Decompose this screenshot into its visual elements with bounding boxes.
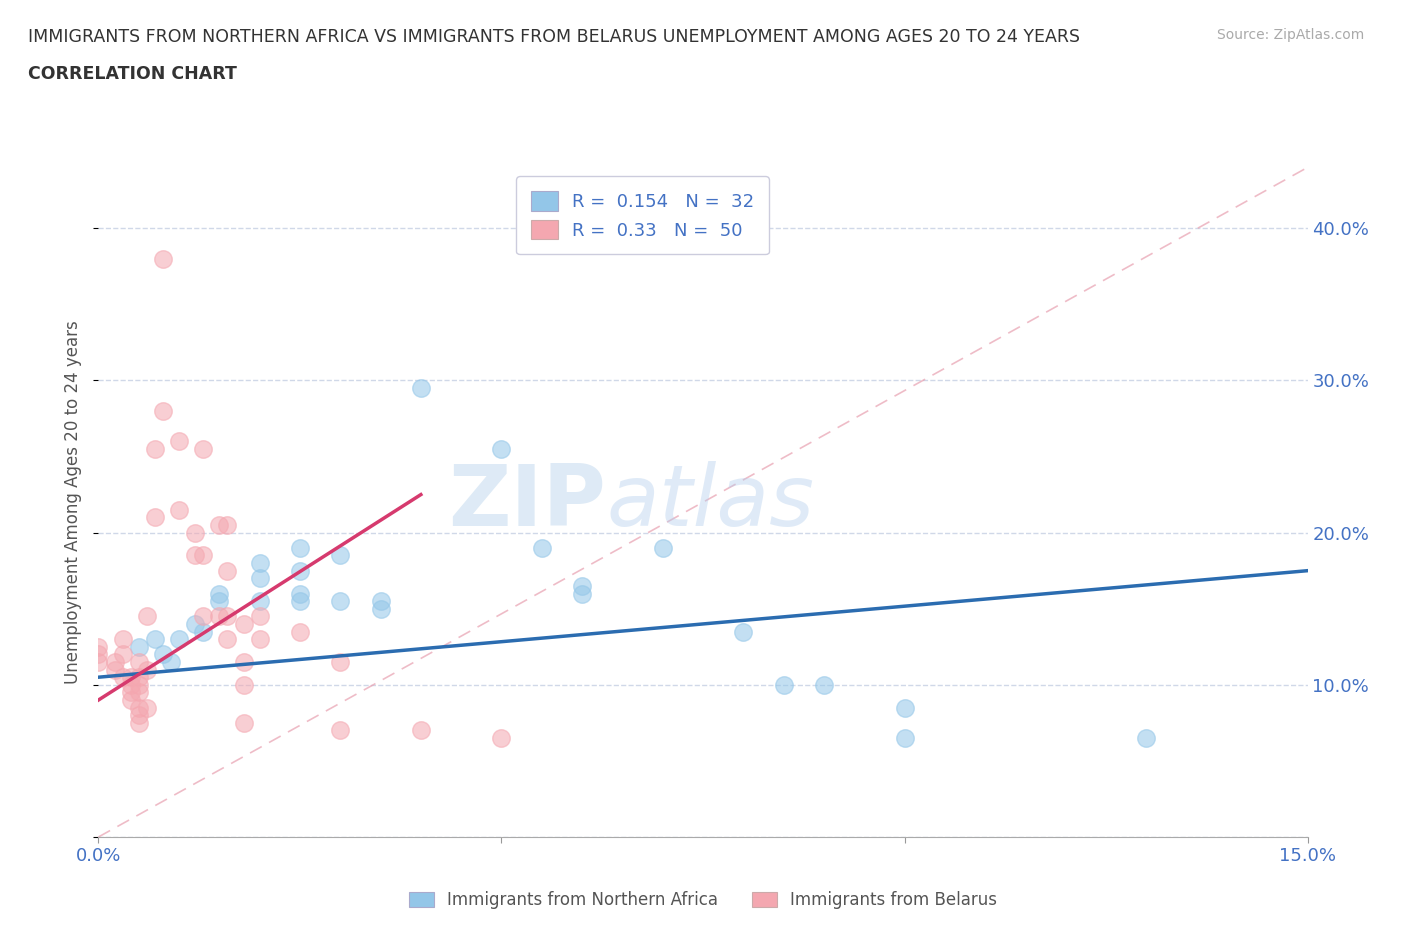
Point <box>370 602 392 617</box>
Point <box>120 685 142 700</box>
Point <box>135 609 157 624</box>
Point <box>329 548 352 563</box>
Point <box>893 700 915 715</box>
Point <box>208 518 231 533</box>
Point <box>87 647 110 662</box>
Point <box>733 624 755 639</box>
Point <box>329 655 352 670</box>
Point <box>409 380 432 395</box>
Point <box>491 442 513 457</box>
Point <box>232 677 254 692</box>
Point <box>288 586 311 601</box>
Point <box>87 639 110 654</box>
Point <box>893 731 915 746</box>
Point <box>111 647 134 662</box>
Point <box>128 685 150 700</box>
Point <box>167 502 190 517</box>
Point <box>128 670 150 684</box>
Point <box>193 442 215 457</box>
Point <box>184 617 207 631</box>
Point <box>135 700 157 715</box>
Point <box>120 670 142 684</box>
Point <box>167 631 190 646</box>
Point <box>217 564 239 578</box>
Point <box>249 555 271 570</box>
Point <box>128 708 150 723</box>
Point <box>813 677 835 692</box>
Point <box>128 677 150 692</box>
Point <box>193 624 215 639</box>
Point <box>152 404 174 418</box>
Point <box>193 548 215 563</box>
Point <box>160 655 183 670</box>
Point <box>208 586 231 601</box>
Point <box>128 700 150 715</box>
Y-axis label: Unemployment Among Ages 20 to 24 years: Unemployment Among Ages 20 to 24 years <box>65 320 83 684</box>
Text: CORRELATION CHART: CORRELATION CHART <box>28 65 238 83</box>
Point <box>103 662 125 677</box>
Point <box>120 693 142 708</box>
Point <box>232 655 254 670</box>
Text: Source: ZipAtlas.com: Source: ZipAtlas.com <box>1216 28 1364 42</box>
Point <box>217 518 239 533</box>
Text: atlas: atlas <box>606 460 814 544</box>
Point <box>128 715 150 730</box>
Point <box>249 571 271 586</box>
Point <box>128 655 150 670</box>
Point <box>288 624 311 639</box>
Point <box>571 578 593 593</box>
Point <box>143 510 166 525</box>
Point <box>530 540 553 555</box>
Point <box>184 548 207 563</box>
Point <box>1135 731 1157 746</box>
Point <box>232 715 254 730</box>
Point <box>120 677 142 692</box>
Point <box>128 639 150 654</box>
Point <box>208 593 231 608</box>
Point <box>217 631 239 646</box>
Text: ZIP: ZIP <box>449 460 606 544</box>
Point <box>329 593 352 608</box>
Point <box>249 609 271 624</box>
Point <box>329 723 352 737</box>
Point <box>491 731 513 746</box>
Point <box>409 723 432 737</box>
Point <box>167 434 190 449</box>
Point <box>370 593 392 608</box>
Point <box>111 670 134 684</box>
Point <box>208 609 231 624</box>
Point <box>249 631 271 646</box>
Point <box>288 593 311 608</box>
Point <box>111 631 134 646</box>
Point <box>232 617 254 631</box>
Point <box>288 540 311 555</box>
Point <box>651 540 673 555</box>
Point <box>143 442 166 457</box>
Point <box>143 631 166 646</box>
Point <box>135 662 157 677</box>
Point <box>184 525 207 540</box>
Text: IMMIGRANTS FROM NORTHERN AFRICA VS IMMIGRANTS FROM BELARUS UNEMPLOYMENT AMONG AG: IMMIGRANTS FROM NORTHERN AFRICA VS IMMIG… <box>28 28 1080 46</box>
Point <box>103 655 125 670</box>
Point <box>249 593 271 608</box>
Point <box>193 609 215 624</box>
Point <box>87 655 110 670</box>
Point <box>288 564 311 578</box>
Legend: Immigrants from Northern Africa, Immigrants from Belarus: Immigrants from Northern Africa, Immigra… <box>402 884 1004 916</box>
Point <box>571 586 593 601</box>
Point <box>152 647 174 662</box>
Point <box>152 251 174 266</box>
Point <box>772 677 794 692</box>
Point <box>217 609 239 624</box>
